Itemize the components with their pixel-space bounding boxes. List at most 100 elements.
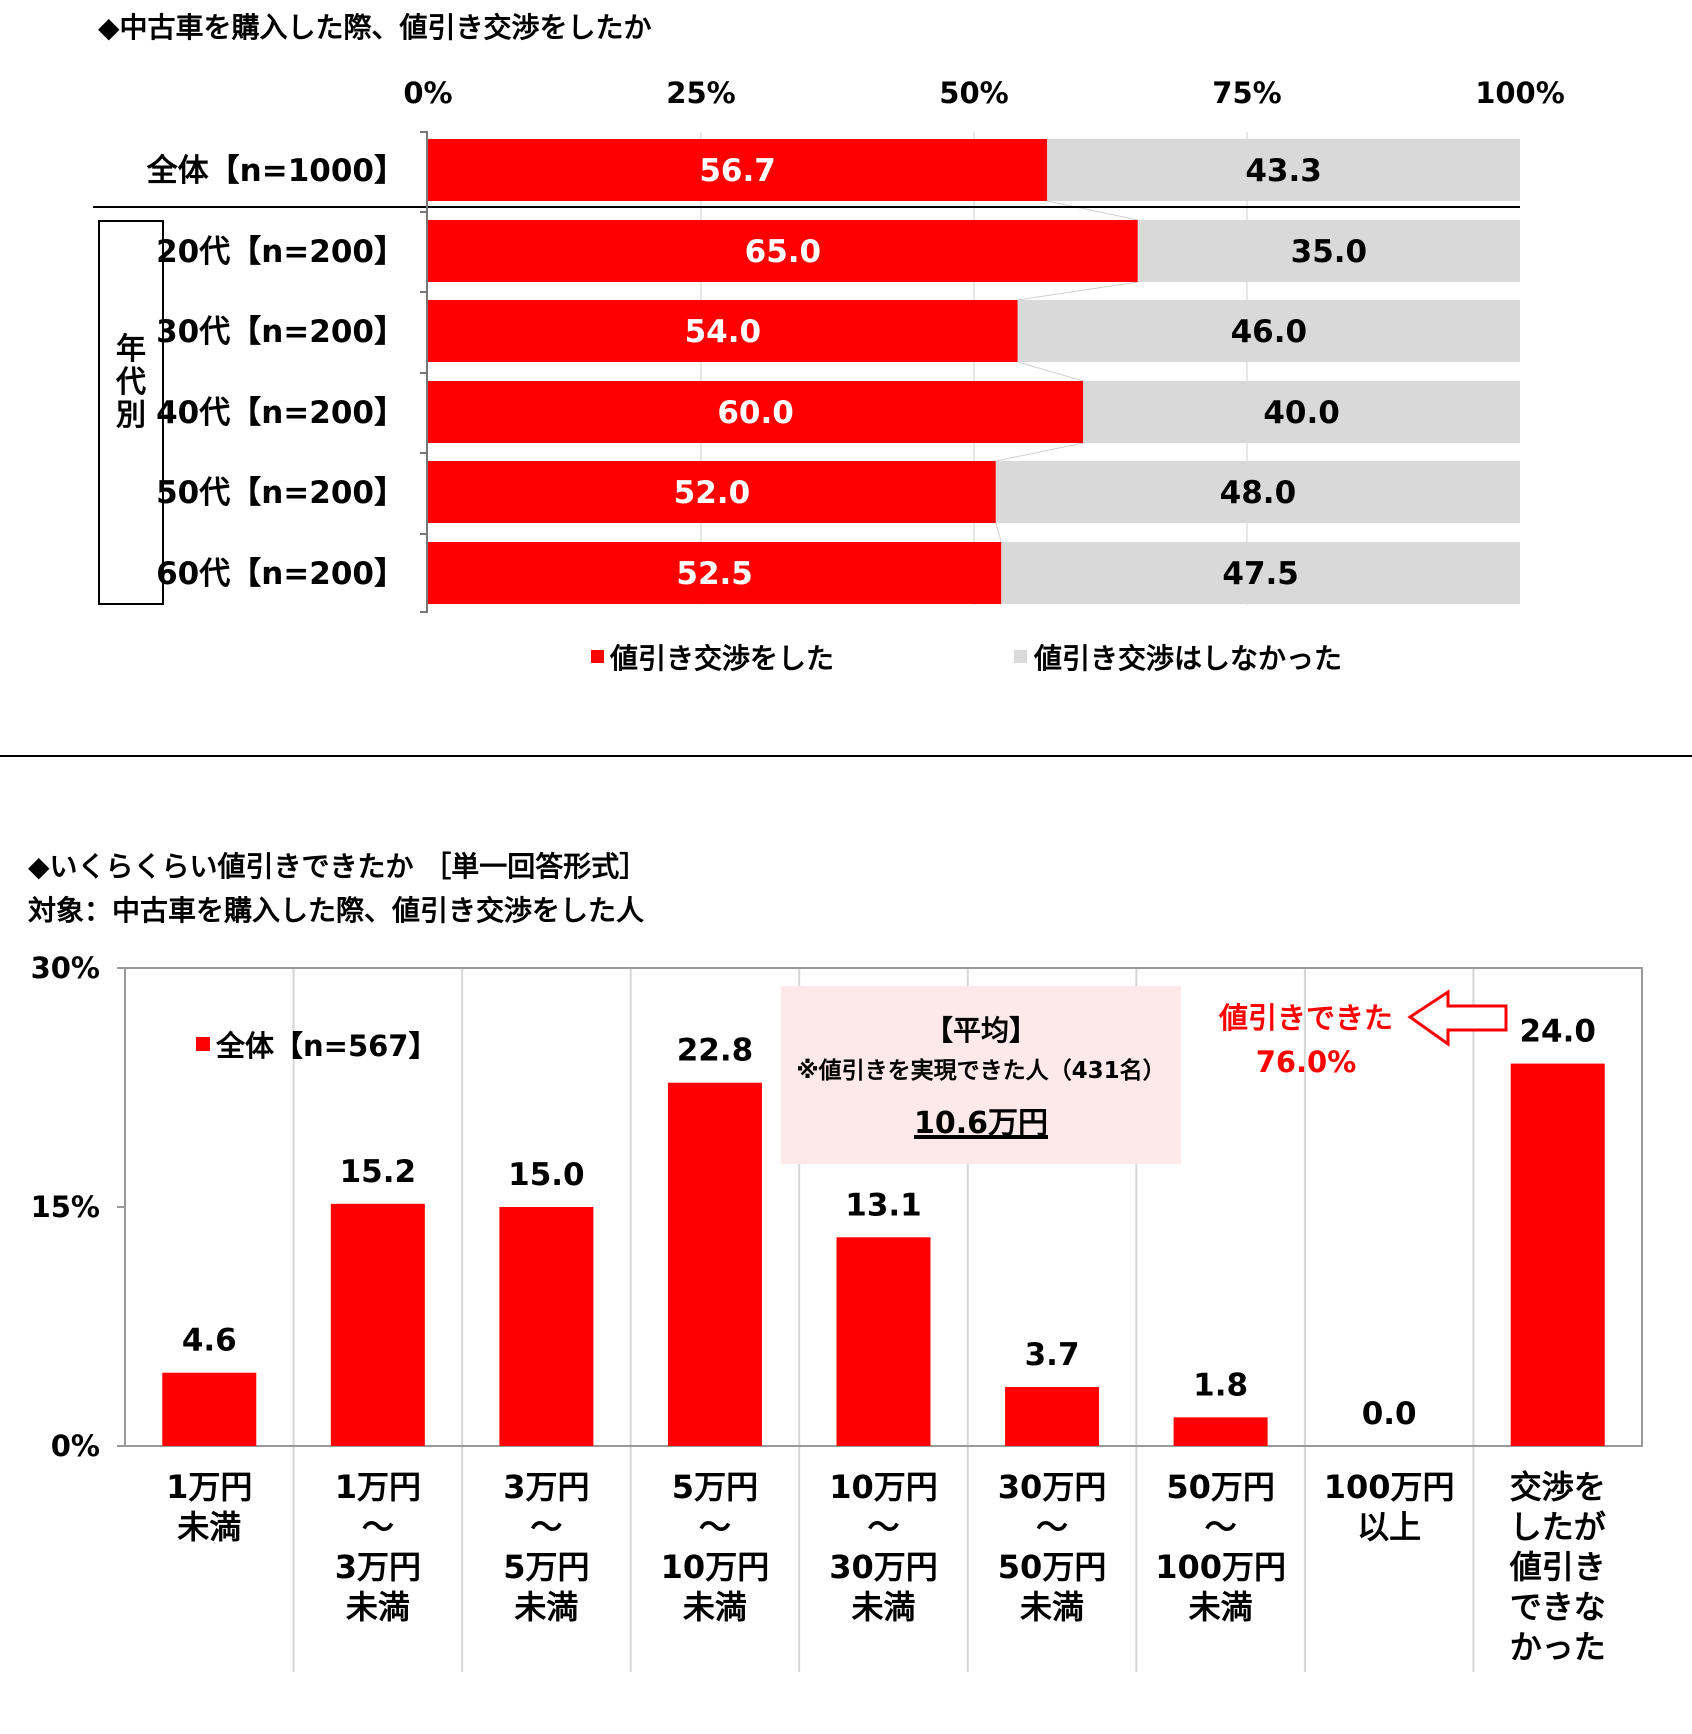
chart1-value-red: 60.0 [717,395,794,431]
chart2-category-label: 交渉をしたが値引きできなかった [1509,1468,1606,1666]
callout-line2: 76.0% [1256,1045,1357,1079]
chart1-x-tick: 50% [939,76,1008,110]
chart2-category-line: 5万円 [672,1468,758,1506]
chart2-category-line: ～ [699,1508,731,1546]
chart2-category-label: 100万円以上 [1324,1468,1455,1546]
chart1-gridlines [700,132,1248,605]
chart1-bars: 56.7 43.3 65.0 35.0 54.0 46.0 60.0 40.0 52.0 48.0… [428,139,1520,604]
chart1-category-label: 40代【n=200】 [156,395,405,431]
legend-gray-swatch [1014,650,1027,663]
chart2-value-label: 4.6 [182,1323,237,1359]
chart2-category-line: 100万円 [1324,1468,1455,1506]
chart1-category-label: 50代【n=200】 [156,475,405,511]
chart1-value-red: 52.0 [674,475,751,511]
legend-gray-label: 値引き交渉はしなかった [1033,642,1342,675]
chart2-bar [1173,1417,1268,1446]
average-value: 10.6万円 [914,1106,1048,1141]
chart1-value-red: 56.7 [699,153,776,189]
chart1-x-ticks: 0% 25% 50% 75% 100% [403,76,1564,110]
chart1-bar-red [428,461,996,523]
chart1-x-tick: 100% [1475,76,1565,110]
chart1-bar-red [428,381,1084,443]
chart2-category-line: ～ [530,1508,562,1546]
chart2-category-line: 50万円 [998,1548,1107,1586]
chart2-bar [1510,1063,1605,1446]
chart2-category-line: 未満 [514,1588,578,1626]
chart1-bar-gray [1083,381,1520,443]
chart2-category-label: 50万円～ 100万円未満 [1155,1468,1286,1626]
chart1-category-label: 20代【n=200】 [156,234,405,270]
chart1-value-gray: 47.5 [1222,556,1299,592]
chart2-value-label: 15.0 [508,1157,585,1193]
chart2-category-line: 100万円 [1155,1548,1286,1586]
chart2-category-line: ～ [1036,1508,1068,1546]
chart1-value-gray: 40.0 [1263,395,1340,431]
chart1-value-red: 52.5 [676,556,753,592]
chart1-bar-red [428,139,1048,201]
average-box [781,986,1181,1164]
age-group-label: 年代別 [115,332,146,433]
chart1-value-red: 54.0 [685,314,762,350]
chart1-connector [1017,361,1084,382]
chart1-value-red: 65.0 [745,234,822,270]
legend-red-label: 値引き交渉をした [609,642,834,675]
legend-red-swatch [591,650,604,663]
chart1-category-label: 60代【n=200】 [156,556,405,592]
chart1-bar-gray [1137,220,1520,282]
chart1-bar-gray [1017,300,1520,362]
chart1-axis-ticks [420,131,428,613]
callout-arrow-icon [1407,989,1508,1047]
chart2-category-line: 未満 [683,1588,747,1626]
chart2-category-line: 未満 [346,1588,410,1626]
chart2-value-label: 0.0 [1362,1396,1417,1432]
chart2-category-line: したが [1510,1508,1606,1546]
chart1-connector [995,522,1002,543]
chart1-x-tick: 0% [403,76,452,110]
chart2-category-line: できな [1510,1588,1606,1626]
chart2-bar [667,1082,762,1446]
chart2-category-line: 未満 [1020,1588,1084,1626]
chart1-bar-red [428,220,1138,282]
chart1-value-gray: 35.0 [1291,234,1368,270]
chart2-category-line: ～ [1205,1508,1237,1546]
chart2-bars: 4.6 15.2 15.0 22.8 13.1 3.7 1.8 0.0 24.0 [162,1014,1605,1446]
chart2-bar [499,1207,594,1446]
chart1-bar-red [428,542,1002,604]
chart1-bar-gray [1047,139,1520,201]
chart1-x-tick: 25% [666,76,735,110]
chart2-value-label: 24.0 [1519,1014,1596,1050]
chart1-bar-gray [995,461,1520,523]
chart2-category-line: 5万円 [503,1548,589,1586]
chart2-category-line: 30万円 [998,1468,1107,1506]
chart2-category-line: ～ [867,1508,899,1546]
chart1-connector [1047,200,1138,221]
chart1-x-tick: 75% [1212,76,1281,110]
chart1-category-labels: 全体【n=1000】 20代【n=200】 30代【n=200】 40代【n=200】… [146,153,405,592]
chart2-value-label: 13.1 [845,1187,922,1223]
chart2-category-line: 1万円 [166,1468,252,1506]
chart2-category-line: 以上 [1357,1508,1421,1546]
callout-line1: 値引きできた [1218,1001,1393,1035]
chart2-subtitle: 対象：中古車を購入した際、値引き交渉をした人 [28,894,644,927]
legend2-swatch [196,1037,210,1051]
age-group-char: 年 [116,332,146,367]
chart1-category-label: 30代【n=200】 [156,314,405,350]
chart2-y-tick: 30% [31,951,100,985]
chart1-bar-red [428,300,1018,362]
chart2-category-line: 50万円 [1166,1468,1275,1506]
chart2-category-label: 30万円～ 50万円未満 [998,1468,1107,1626]
legend2-label: 全体【n=567】 [215,1029,437,1063]
chart2-y-tick: 15% [31,1190,100,1224]
chart1-value-gray: 43.3 [1245,153,1322,189]
chart2-category-line: 未満 [177,1508,241,1546]
chart2-y-ticks: 0% 15% 30% [31,951,125,1463]
chart2-bar [330,1203,425,1446]
chart1-title: ◆中古車を購入した際、値引き交渉をしたか [98,11,652,44]
age-group-box [98,220,164,605]
chart2-category-label: 1万円未満 [166,1468,252,1546]
chart2-category-line: 1万円 [335,1468,421,1506]
chart2-bar [836,1237,931,1446]
chart2-category-label: 3万円～ 5万円未満 [503,1468,589,1626]
